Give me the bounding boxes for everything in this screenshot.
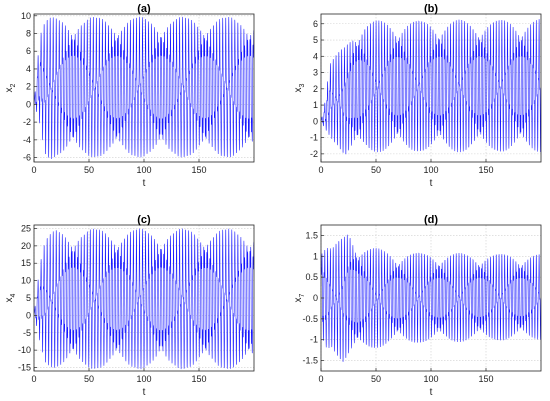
x-tick-label: 0 bbox=[31, 165, 36, 175]
y-axis-label: x7 bbox=[293, 293, 306, 302]
y-tick-label: 4 bbox=[313, 51, 318, 61]
y-tick-label: 15 bbox=[21, 258, 31, 268]
series-line-0 bbox=[34, 228, 254, 370]
chart-title: (d) bbox=[424, 214, 438, 226]
x-tick-label: 150 bbox=[191, 374, 206, 384]
y-tick-label: 10 bbox=[21, 11, 31, 21]
panel-3: 0 50 100 150 -1.5 -1 -0.5 0 0.5 1 1.5 (d) t x7 bbox=[293, 214, 542, 398]
y-tick-label: -0.5 bbox=[302, 314, 318, 324]
y-tick-label: 0 bbox=[313, 293, 318, 303]
x-tick-label: 50 bbox=[371, 374, 381, 384]
y-tick-label: 5 bbox=[313, 35, 318, 45]
x-axis-label: t bbox=[143, 387, 146, 398]
x-tick-label: 0 bbox=[31, 374, 36, 384]
x-tick-label: 100 bbox=[136, 165, 151, 175]
x-axis-label: t bbox=[430, 387, 433, 398]
x-axis-label: t bbox=[143, 178, 146, 189]
y-axis-label-base: x bbox=[293, 87, 304, 92]
panel-2: 0 50 100 150 -15 -10 -5 0 5 10 15 20 25 (c) t x4 bbox=[4, 214, 255, 398]
y-tick-label: -4 bbox=[23, 135, 31, 145]
y-tick-label: 0 bbox=[313, 116, 318, 126]
y-tick-label: 8 bbox=[26, 28, 31, 38]
y-tick-label: 6 bbox=[313, 19, 318, 29]
y-tick-label: -1 bbox=[310, 133, 318, 143]
y-axis-label-base: x bbox=[4, 87, 15, 92]
y-axis-label-base: x bbox=[4, 297, 15, 302]
y-tick-label: -5 bbox=[23, 328, 31, 338]
y-tick-label: -2 bbox=[23, 117, 31, 127]
y-axis-label: x2 bbox=[4, 83, 17, 92]
x-tick-label: 150 bbox=[478, 374, 493, 384]
chart-title: (c) bbox=[137, 214, 151, 226]
x-tick-label: 0 bbox=[318, 165, 323, 175]
x-tick-label: 0 bbox=[318, 374, 323, 384]
y-tick-label: 20 bbox=[21, 241, 31, 251]
y-tick-label: 3 bbox=[313, 68, 318, 78]
x-tick-label: 150 bbox=[191, 165, 206, 175]
x-tick-label: 100 bbox=[423, 374, 438, 384]
y-tick-label: 4 bbox=[26, 64, 31, 74]
y-tick-label: 5 bbox=[26, 293, 31, 303]
y-tick-label: 1 bbox=[313, 251, 318, 261]
y-tick-label: 0 bbox=[26, 99, 31, 109]
x-tick-label: 100 bbox=[423, 165, 438, 175]
y-axis-label-subscript: 3 bbox=[299, 83, 306, 87]
y-axis-label-subscript: 7 bbox=[299, 293, 306, 297]
y-tick-label: 2 bbox=[313, 84, 318, 94]
x-tick-label: 50 bbox=[84, 165, 94, 175]
y-axis-label-subscript: 2 bbox=[10, 83, 17, 87]
chart-title: (b) bbox=[424, 3, 438, 15]
y-tick-label: 0.5 bbox=[305, 272, 318, 282]
y-tick-label: -15 bbox=[18, 363, 31, 373]
y-axis-label: x4 bbox=[4, 293, 17, 302]
y-tick-label: -1.5 bbox=[302, 356, 318, 366]
y-tick-label: 1 bbox=[313, 100, 318, 110]
x-tick-label: 50 bbox=[371, 165, 381, 175]
y-tick-label: 2 bbox=[26, 82, 31, 92]
y-axis-label: x3 bbox=[293, 83, 306, 92]
y-tick-label: -1 bbox=[310, 335, 318, 345]
chart-title: (a) bbox=[137, 3, 151, 15]
x-axis-label: t bbox=[430, 178, 433, 189]
y-tick-label: 0 bbox=[26, 310, 31, 320]
y-tick-label: 10 bbox=[21, 276, 31, 286]
series-line-0 bbox=[321, 234, 541, 362]
y-tick-label: 25 bbox=[21, 223, 31, 233]
series-line-0 bbox=[321, 19, 541, 155]
y-tick-label: -6 bbox=[23, 153, 31, 163]
x-tick-label: 150 bbox=[478, 165, 493, 175]
x-tick-label: 50 bbox=[84, 374, 94, 384]
y-tick-label: -10 bbox=[18, 345, 31, 355]
y-tick-label: 6 bbox=[26, 46, 31, 56]
y-axis-label-subscript: 4 bbox=[10, 293, 17, 297]
x-tick-label: 100 bbox=[136, 374, 151, 384]
y-axis-label-base: x bbox=[293, 297, 304, 302]
y-tick-label: 1.5 bbox=[305, 230, 318, 240]
y-tick-label: -2 bbox=[310, 149, 318, 159]
series-line-0 bbox=[34, 16, 254, 159]
